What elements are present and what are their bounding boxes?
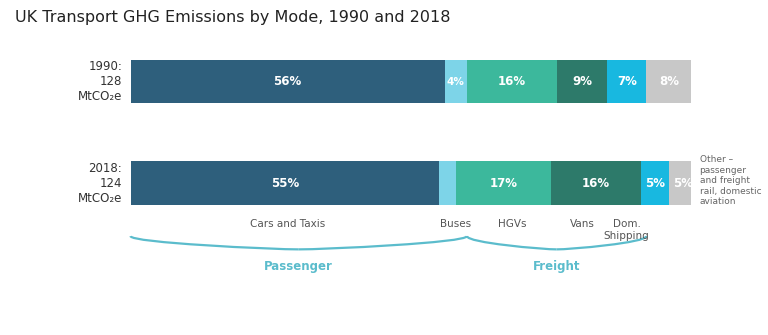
Bar [445,60,467,104]
Text: UK Transport GHG Emissions by Mode, 1990 and 2018: UK Transport GHG Emissions by Mode, 1990… [15,10,451,25]
Text: HGVs: HGVs [498,219,526,229]
Text: 56%: 56% [273,75,302,88]
Text: 9%: 9% [572,75,592,88]
Bar [641,161,669,205]
Text: Passenger: Passenger [264,260,333,273]
Text: Other –
passenger
and freight
rail, domestic
aviation: Other – passenger and freight rail, dome… [700,155,761,206]
Text: Dom.
Shipping: Dom. Shipping [604,219,650,241]
Text: 5%: 5% [673,177,693,190]
Text: Buses: Buses [440,219,472,229]
Text: 55%: 55% [270,177,299,190]
Text: Freight: Freight [533,260,581,273]
Text: 16%: 16% [498,75,526,88]
Bar [669,161,697,205]
Bar [455,161,551,205]
Bar [131,161,439,205]
Text: 5%: 5% [645,177,665,190]
Text: 16%: 16% [582,177,610,190]
Bar [551,161,641,205]
Text: 8%: 8% [659,75,679,88]
Bar [647,60,691,104]
Text: 17%: 17% [489,177,518,190]
Bar [439,161,455,205]
Bar [607,60,647,104]
Text: 1990:
128
MtCO₂e: 1990: 128 MtCO₂e [78,60,122,103]
Bar [467,60,557,104]
Text: 2018:
124
MtCO₂e: 2018: 124 MtCO₂e [78,161,122,205]
Bar [131,60,445,104]
Bar [557,60,607,104]
Text: 7%: 7% [617,75,637,88]
Text: Vans: Vans [569,219,594,229]
Text: 4%: 4% [447,77,465,87]
Text: Cars and Taxis: Cars and Taxis [250,219,325,229]
